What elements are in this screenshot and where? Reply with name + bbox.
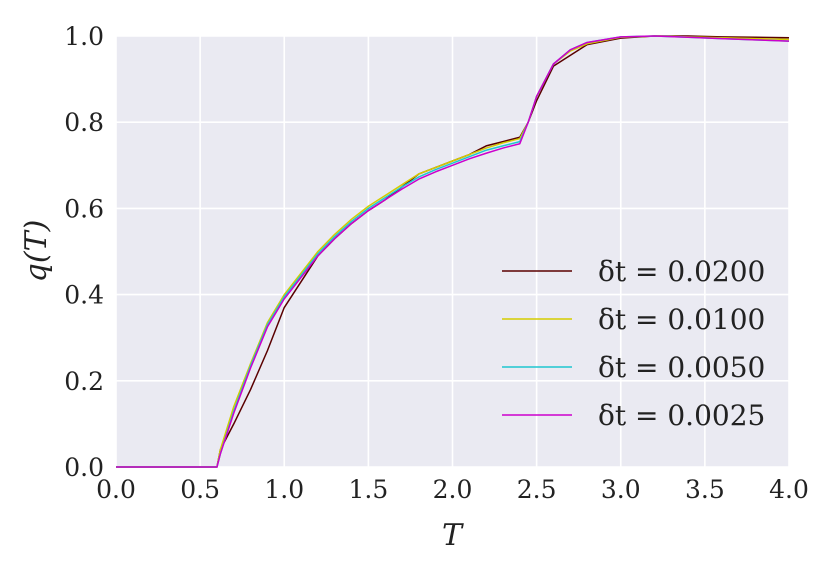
x-tick-label: 3.5 <box>685 475 725 504</box>
y-tick-labels: 0.0 0.2 0.4 0.6 0.8 1.0 <box>64 22 104 482</box>
x-tick-label: 2.0 <box>433 475 473 504</box>
x-tick-label: 0.0 <box>96 475 136 504</box>
x-tick-labels: 0.0 0.5 1.0 1.5 2.0 2.5 3.0 3.5 4.0 <box>96 475 809 504</box>
y-tick-label: 0.2 <box>64 367 104 396</box>
legend-label-2: δt = 0.0050 <box>598 351 765 384</box>
series-lines <box>116 35 790 468</box>
x-tick-label: 0.5 <box>180 475 220 504</box>
y-tick-label: 0.4 <box>64 281 104 310</box>
y-tick-label: 0.8 <box>64 108 104 137</box>
legend-label-0: δt = 0.0200 <box>598 255 765 288</box>
legend: δt = 0.0200 δt = 0.0100 δt = 0.0050 δt = 0.… <box>502 255 765 432</box>
legend-label-1: δt = 0.0100 <box>598 303 765 336</box>
series-line-3 <box>116 35 790 468</box>
x-tick-label: 1.0 <box>264 475 304 504</box>
x-tick-label: 4.0 <box>769 475 809 504</box>
x-axis-label: T <box>442 518 464 553</box>
y-tick-label: 0.0 <box>64 453 104 482</box>
x-tick-label: 2.5 <box>517 475 557 504</box>
y-tick-label: 1.0 <box>64 22 104 51</box>
y-tick-label: 0.6 <box>64 194 104 223</box>
x-tick-label: 3.0 <box>601 475 641 504</box>
legend-label-3: δt = 0.0025 <box>598 399 765 432</box>
y-axis-label: q(T) <box>19 220 54 283</box>
x-tick-label: 1.5 <box>348 475 388 504</box>
grid-lines <box>115 35 790 468</box>
